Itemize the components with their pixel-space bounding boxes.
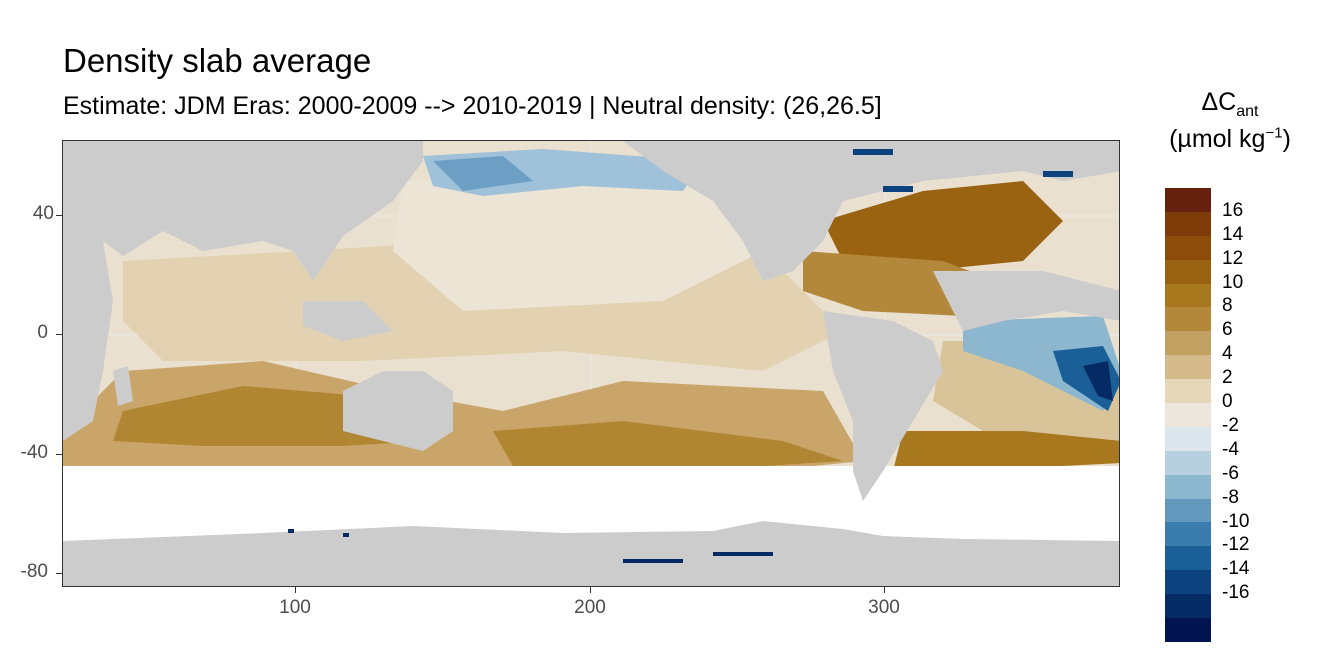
legend-unit-sup: −1 <box>1265 124 1283 142</box>
x-tick-label: 100 <box>279 597 311 618</box>
legend-label: -16 <box>1222 582 1250 604</box>
ocean-map <box>63 141 1119 586</box>
legend-swatch <box>1165 235 1211 260</box>
land-africa-west <box>63 241 113 441</box>
legend-label: 4 <box>1222 343 1233 365</box>
north-atlantic-brown <box>823 181 1063 271</box>
north-pacific-blue-dark <box>433 156 533 191</box>
arctic-specks <box>853 149 1073 192</box>
legend-label: 12 <box>1222 247 1244 269</box>
land-australia <box>343 371 453 451</box>
land-antarctica <box>63 521 1119 586</box>
legend-swatch <box>1165 403 1211 427</box>
chart-subtitle: Estimate: JDM Eras: 2000-2009 --> 2010-2… <box>63 92 882 120</box>
south-atlantic-dark <box>893 431 1119 471</box>
legend-label: -8 <box>1222 486 1239 508</box>
legend-swatch <box>1165 211 1211 236</box>
y-tick-mark <box>56 573 62 574</box>
legend-label: -4 <box>1222 438 1239 460</box>
legend-label: 14 <box>1222 223 1244 245</box>
x-tick-mark <box>590 587 591 593</box>
north-pacific-light <box>393 181 783 311</box>
legend-swatch <box>1165 522 1211 547</box>
legend-swatch <box>1165 259 1211 284</box>
south-pacific-dark <box>493 421 843 471</box>
y-tick-label: 40 <box>32 203 54 224</box>
y-tick-label: -40 <box>20 442 48 463</box>
legend-swatch <box>1165 426 1211 451</box>
legend-swatch <box>1165 546 1211 571</box>
legend-label: 10 <box>1222 271 1244 293</box>
legend-label: -12 <box>1222 534 1250 556</box>
legend-swatch <box>1165 594 1211 619</box>
legend-swatch <box>1165 355 1211 380</box>
land-asia <box>63 141 423 281</box>
land-africa <box>933 271 1119 331</box>
map-panel <box>62 140 1120 587</box>
legend-title-sub: ant <box>1236 103 1259 120</box>
legend-label: 8 <box>1222 295 1233 317</box>
legend-unit-suffix: ) <box>1282 124 1291 153</box>
y-tick-mark <box>56 454 62 455</box>
y-tick-label: -80 <box>20 561 48 582</box>
legend-label: 6 <box>1222 319 1233 341</box>
land-north-america <box>623 141 1119 281</box>
legend-swatch <box>1165 307 1211 332</box>
legend-swatch <box>1165 283 1211 308</box>
y-tick-mark <box>56 215 62 216</box>
legend-colorbar <box>1165 188 1211 642</box>
y-tick-label: 0 <box>37 322 48 343</box>
land-madagascar <box>113 366 133 406</box>
legend-label: 0 <box>1222 391 1233 413</box>
legend-swatch <box>1165 450 1211 475</box>
legend-swatch <box>1165 331 1211 356</box>
x-tick-label: 200 <box>574 597 606 618</box>
legend-swatch <box>1165 570 1211 595</box>
legend-unit-prefix: (µmol kg <box>1169 124 1266 153</box>
legend-title: ΔCant (µmol kg−1) <box>1150 86 1310 155</box>
x-tick-mark <box>295 587 296 593</box>
antarctic-coastal-specks <box>288 529 773 563</box>
legend-swatch <box>1165 474 1211 499</box>
legend-label: -2 <box>1222 414 1239 436</box>
y-tick-mark <box>56 334 62 335</box>
legend-swatch <box>1165 379 1211 404</box>
land <box>63 141 1119 586</box>
x-tick-label: 300 <box>868 597 900 618</box>
chart-title: Density slab average <box>63 42 372 79</box>
x-tick-mark <box>884 587 885 593</box>
legend-label: -6 <box>1222 462 1239 484</box>
legend-label: 2 <box>1222 367 1233 389</box>
land-south-america <box>823 311 943 501</box>
atlantic-blue-darkest <box>1083 361 1113 401</box>
legend-label: -10 <box>1222 510 1250 532</box>
legend-label: 16 <box>1222 199 1244 221</box>
legend-swatch <box>1165 618 1211 642</box>
legend-title-main: ΔC <box>1201 88 1237 116</box>
legend-swatch <box>1165 498 1211 523</box>
legend-label: -14 <box>1222 558 1250 580</box>
legend-swatch <box>1165 188 1211 212</box>
land-indonesia <box>303 301 393 341</box>
